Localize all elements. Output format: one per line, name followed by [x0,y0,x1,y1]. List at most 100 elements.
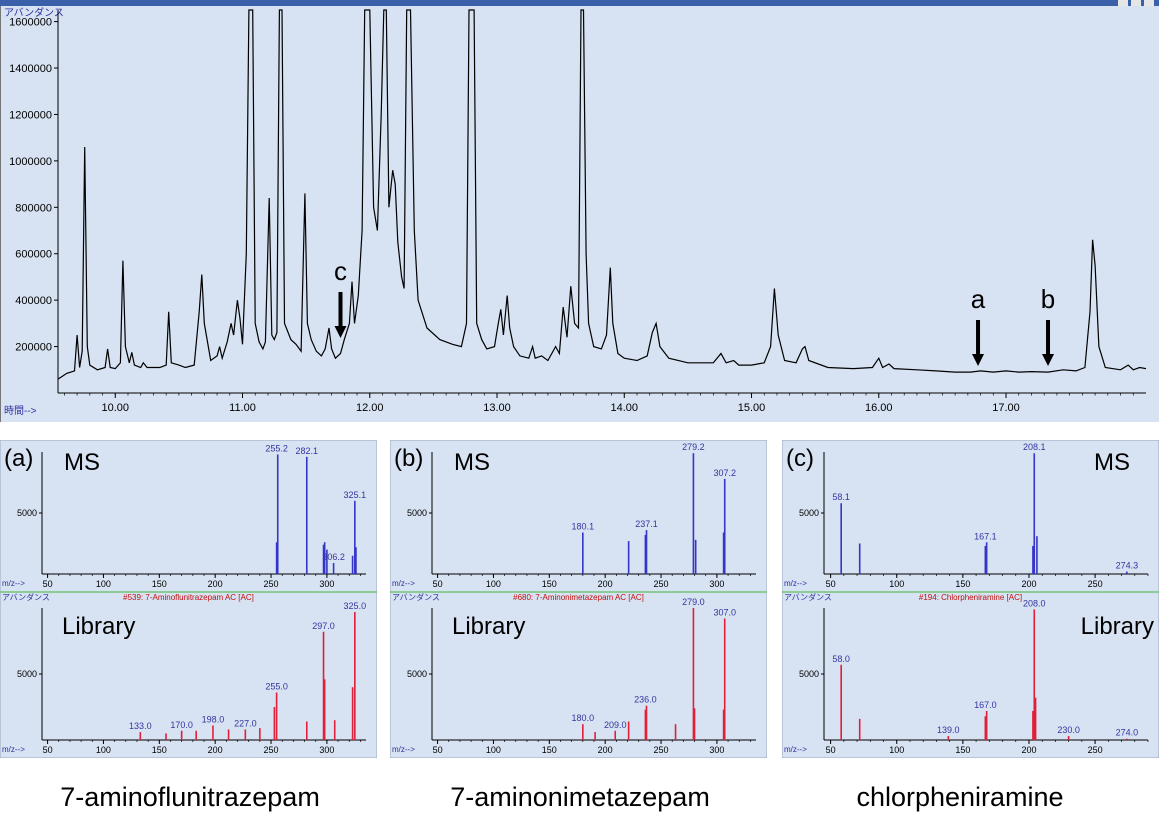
peak-marker-c: c [334,256,347,338]
ms-peak-label: 180.1 [572,522,595,532]
mz-tick-label: 50 [433,745,443,755]
mz-tick-label: 250 [1088,745,1103,755]
abundance-axis-tag: アバンダンス [392,592,440,602]
x-tick-label: 16.00 [865,402,893,414]
library-peak-label: 274.0 [1116,728,1139,738]
spectrum-panel-a: #539: 7-Aminoflunitrazepam AC [AC] アバンダンス… [0,439,378,759]
ms-label: MS [454,449,490,476]
ms-peak-label: 274.3 [1116,561,1139,571]
mz-tick-label: 300 [319,579,334,589]
x-tick-label: 10.00 [101,402,129,414]
y-tick-label: 800000 [15,202,52,214]
peak-marker-label: a [971,284,986,314]
library-entry: #680: 7-Aminonimetazepam AC [AC] [513,593,644,602]
library-peak-label: 198.0 [202,714,225,724]
mz-tick-label: 150 [152,745,167,755]
mz-tick-label: 150 [152,579,167,589]
library-peak-label: 180.0 [572,713,595,723]
ms-peak-label: 58.1 [832,492,850,502]
caption-a: 7-aminoflunitrazepam [60,782,320,812]
library-peak-label: 307.0 [713,608,736,618]
abundance-axis-tag: アバンダンス [2,592,50,602]
peak-marker-label: c [334,256,347,286]
caption-b: 7-aminonimetazepam [450,782,710,812]
peak-marker-label: b [1041,284,1055,314]
mz-tick-label: 300 [319,745,334,755]
abundance-tick-label: 5000 [17,508,37,518]
mz-tick-label: 50 [826,579,836,589]
library-entry: #539: 7-Aminoflunitrazepam AC [AC] [123,593,254,602]
mz-tick-label: 250 [654,745,669,755]
library-label: Library [452,613,525,640]
library-peak-label: 236.0 [634,695,657,705]
mz-tick-label: 50 [433,579,443,589]
mz-tick-label: 200 [1021,579,1036,589]
mz-tick-label: 300 [709,745,724,755]
mz-tick-label: 200 [208,745,223,755]
panel-tag: (c) [786,445,814,472]
mz-tick-label: 150 [955,579,970,589]
time-axis-tag: 時間--> [4,405,37,417]
spectrum-panel-b-plot: #680: 7-Aminonimetazepam AC [AC] アバンダンス m/… [389,439,768,759]
chromatogram-trace [57,9,1147,380]
library-peak-label: 230.0 [1057,725,1080,735]
abundance-tick-label: 5000 [799,508,819,518]
x-tick-label: 11.00 [229,402,256,414]
panel-tag: (a) [4,445,33,472]
mz-axis-tag: m/z--> [784,579,807,588]
y-tick-label: 400000 [15,295,52,307]
library-peak-label: 255.0 [265,681,288,691]
mz-axis-tag: m/z--> [784,745,807,754]
mz-tick-label: 50 [826,745,836,755]
mz-tick-label: 200 [1021,745,1036,755]
peak-marker-a: a [971,284,986,366]
ms-label: MS [1094,449,1130,476]
library-label: Library [62,613,135,640]
library-peak-label: 58.0 [832,654,850,664]
ms-peak-label: 282.1 [296,446,319,456]
y-tick-label: 1600000 [9,17,52,29]
mz-tick-label: 100 [96,579,111,589]
mz-tick-label: 50 [43,745,53,755]
spectrum-panel-b: #680: 7-Aminonimetazepam AC [AC] アバンダンス m/… [389,439,768,759]
x-tick-label: 13.00 [483,402,511,414]
library-peak-label: 133.0 [129,721,152,731]
peak-marker-b: b [1041,284,1055,366]
library-peak-label: 167.0 [974,700,997,710]
ms-peak-label: 255.2 [265,443,288,453]
abundance-tick-label: 5000 [17,669,37,679]
x-tick-label: 12.00 [356,402,384,414]
mz-tick-label: 100 [486,745,501,755]
abundance-tick-label: 5000 [407,508,427,518]
mz-axis-tag: m/z--> [392,745,415,754]
spectrum-panel-c: #194: Chlorpheniramine [AC] アバンダンス m/z--> 5… [781,439,1159,759]
y-tick-label: 1000000 [9,156,52,168]
library-peak-label: 297.0 [312,621,335,631]
y-tick-label: 600000 [15,249,52,261]
mz-tick-label: 200 [598,745,613,755]
mz-tick-label: 150 [955,745,970,755]
library-label: Library [1081,613,1154,640]
mz-tick-label: 200 [208,579,223,589]
y-tick-label: 200000 [15,342,52,354]
ms-peak-label: 208.1 [1023,442,1046,452]
library-peak-label: 279.0 [682,597,705,607]
mz-tick-label: 250 [654,579,669,589]
library-peak-label: 208.0 [1023,598,1046,608]
abundance-tick-label: 5000 [407,669,427,679]
mz-tick-label: 300 [709,579,724,589]
abundance-axis-tag: アバンダンス [784,592,832,602]
library-peak-label: 227.0 [234,718,257,728]
mz-axis-tag: m/z--> [2,579,25,588]
ms-peak-label: 325.1 [344,490,367,500]
ms-label: MS [64,449,100,476]
mz-tick-label: 250 [264,745,279,755]
mz-axis-tag: m/z--> [392,579,415,588]
library-peak-label: 170.0 [170,720,193,730]
y-tick-label: 1200000 [9,109,52,121]
x-tick-label: 14.00 [611,402,639,414]
y-tick-label: 1400000 [9,63,52,75]
mz-tick-label: 250 [264,579,279,589]
spectrum-panel-a-plot: #539: 7-Aminoflunitrazepam AC [AC] アバンダンス… [0,439,378,759]
library-entry: #194: Chlorpheniramine [AC] [919,593,1022,602]
